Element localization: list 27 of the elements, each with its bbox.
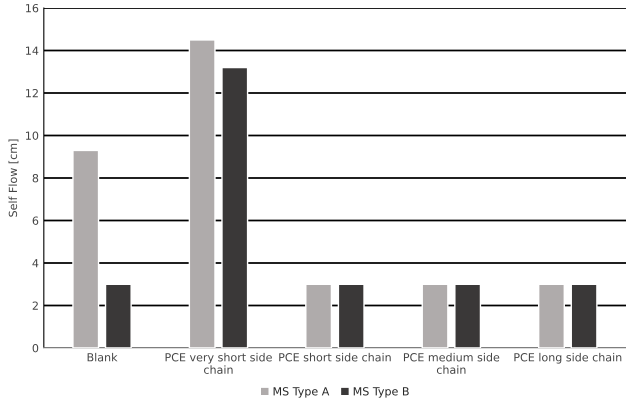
bar — [188, 39, 216, 348]
x-tick-label: Blank — [88, 352, 118, 362]
x-tick-label: PCE long side chain — [514, 352, 622, 364]
y-tick-label: 2 — [32, 301, 38, 310]
bar — [454, 284, 482, 348]
x-tick-label: PCE medium side chain — [404, 352, 500, 374]
bar — [104, 284, 132, 348]
y-axis-title: Self Flow [cm] — [8, 139, 18, 217]
bar — [305, 284, 332, 348]
x-tick-label: PCE short side chain — [279, 352, 391, 362]
bar — [422, 284, 449, 348]
legend-label: MS Type B — [354, 387, 409, 398]
y-tick-label: 4 — [32, 259, 38, 268]
y-tick-label: 8 — [32, 174, 38, 182]
x-tick-label: PCE very short side chain — [166, 352, 272, 374]
bar — [72, 150, 100, 348]
y-tick-label: 12 — [26, 88, 38, 98]
bar — [538, 284, 565, 348]
y-tick-label: 0 — [32, 344, 38, 352]
bar — [570, 284, 598, 348]
bar — [338, 284, 365, 348]
bar — [221, 66, 248, 348]
y-tick-label: 6 — [32, 216, 38, 225]
y-tick-label: 10 — [26, 131, 38, 140]
y-tick-label: 16 — [26, 4, 38, 12]
y-tick-label: 14 — [26, 46, 38, 55]
legend-label: MS Type A — [274, 387, 330, 398]
